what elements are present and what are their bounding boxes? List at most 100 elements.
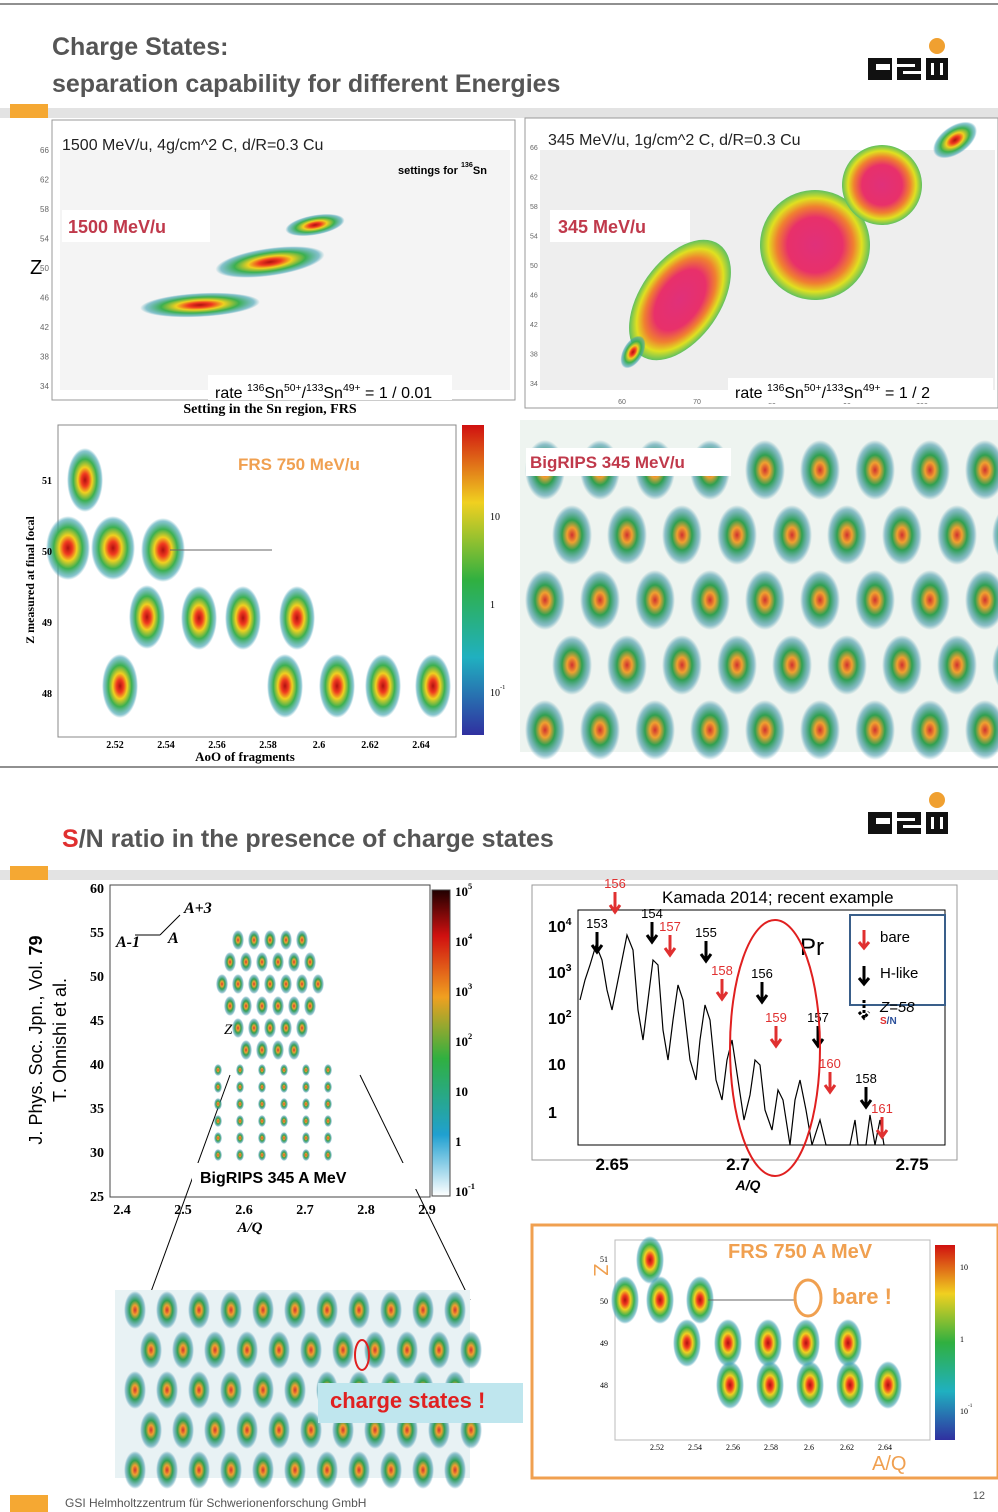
heatmap-blob [288, 1040, 300, 1060]
heatmap-blob [937, 635, 977, 695]
colorbar-tick-label: 102 [455, 1031, 472, 1049]
y-tick-label-part: 10 [548, 965, 566, 982]
heatmap-blob [204, 1331, 226, 1369]
axis-label: Z [589, 1264, 611, 1276]
title: Charge States: [52, 33, 228, 61]
y-tick-label: 50 [42, 547, 52, 558]
rate-part: Sn [784, 385, 804, 402]
heatmap-blob [714, 1319, 742, 1367]
settings-note-part: settings for [398, 165, 461, 177]
x-tick-label: 2.65 [595, 1155, 628, 1174]
y-tick-label: 46 [530, 293, 538, 300]
peak-label: 157 [659, 919, 681, 934]
heatmap-blob [225, 586, 261, 650]
heatmap-blob [236, 1115, 244, 1127]
peak-label: 161 [871, 1101, 893, 1116]
x-tick-label: 2.58 [259, 740, 277, 751]
heatmap-blob [580, 700, 620, 760]
heatmap-blob [302, 1132, 310, 1144]
heatmap-blob [834, 1319, 862, 1367]
legend-box [849, 914, 946, 1006]
axis-label: Z measured at final focal [23, 515, 37, 643]
heatmap-blob [214, 1132, 222, 1144]
energy-label: FRS 750 MeV/u [238, 455, 360, 474]
x-tick-label: 2.54 [157, 740, 175, 751]
heatmap-blob [256, 996, 268, 1016]
heatmap-blob [396, 1331, 418, 1369]
heatmap-blob [525, 700, 565, 760]
x-tick-label: 2.4 [113, 1203, 131, 1218]
energy-label: 345 MeV/u [558, 217, 646, 237]
heatmap-blob [673, 1319, 701, 1367]
colorbar-tick-label: 10 [455, 1084, 468, 1099]
rate-part: Sn [323, 385, 343, 402]
heatmap-blob [365, 654, 401, 718]
rate-part: 133 [306, 383, 324, 394]
heatmap-blob [316, 1291, 338, 1329]
band-accent [10, 866, 48, 880]
heatmap-blob [140, 1411, 162, 1449]
heatmap-blob [855, 570, 895, 630]
heatmap-blob [232, 930, 244, 950]
heatmap-blob [280, 1081, 288, 1093]
x-tick-label: 2.6 [804, 1443, 814, 1452]
heatmap-blob [324, 1081, 332, 1093]
energy-label: BigRIPS 345 MeV/u [530, 453, 685, 472]
heatmap-blob [220, 1291, 242, 1329]
colorbar-tick-label: 10-1 [490, 684, 505, 699]
x-tick-label: 2.64 [412, 740, 430, 751]
heatmap-blob [236, 1411, 258, 1449]
heatmap-blob [91, 516, 135, 580]
heatmap-blob [129, 585, 165, 649]
heatmap-blob [319, 654, 355, 718]
peak-label: 156 [604, 876, 626, 891]
heatmap-blob [717, 635, 757, 695]
colorbar-tick-label-part: 10 [455, 1084, 468, 1099]
heatmap-blob [140, 1331, 162, 1369]
heatmap-blob [800, 570, 840, 630]
heatmap-blob [279, 586, 315, 650]
heatmap-blob [552, 505, 592, 565]
heatmap-blob [525, 570, 565, 630]
x-tick-label: 2.52 [650, 1443, 664, 1452]
peak-label: 153 [586, 916, 608, 931]
heatmap-blob [214, 1081, 222, 1093]
heatmap-blob [965, 440, 998, 500]
citation-part: 79 [26, 935, 46, 955]
rate-part: rate [215, 385, 247, 402]
plot-label: FRS 750 A MeV [728, 1241, 873, 1263]
heatmap-blob [933, 121, 977, 159]
heatmap-blob [348, 1451, 370, 1489]
caption: 345 MeV/u, 1g/cm^2 C, d/R=0.3 Cu [548, 132, 801, 149]
x-tick-label: 60 [618, 399, 626, 406]
heatmap-blob [268, 1331, 290, 1369]
heatmap-blob [607, 505, 647, 565]
x-tick-label: 2.7 [296, 1203, 314, 1218]
heatmap-blob [662, 505, 702, 565]
y-tick-label-part: 10 [548, 1057, 566, 1074]
y-tick-label: 46 [40, 294, 49, 303]
heatmap-blob [280, 1064, 288, 1076]
heatmap-blob [124, 1291, 146, 1329]
heatmap-blob [172, 1331, 194, 1369]
heatmap-blob [67, 448, 103, 512]
heatmap-blob [444, 1451, 466, 1489]
axis-label: A/Q [236, 1220, 262, 1236]
citation: T. Ohnishi et al. [50, 978, 70, 1102]
heatmap-blob [140, 292, 260, 318]
axis-label: Z [224, 1022, 233, 1038]
peak-arrow [590, 932, 604, 955]
legend-label: S/N [880, 1016, 897, 1027]
colorbar-tick-label-part: 10 [455, 884, 468, 899]
heatmap-blob [827, 505, 867, 565]
heatmap-blob [686, 1276, 714, 1324]
colorbar-tick-label-part: 10 [960, 1407, 968, 1416]
heatmap-blob [635, 570, 675, 630]
peak-label: 155 [695, 925, 717, 940]
heatmap-blob [690, 700, 730, 760]
heatmap-blob [236, 1081, 244, 1093]
heatmap-blob [552, 635, 592, 695]
x-tick-label: 2.8 [357, 1203, 375, 1218]
y-tick-label-part: 1 [548, 1105, 557, 1122]
